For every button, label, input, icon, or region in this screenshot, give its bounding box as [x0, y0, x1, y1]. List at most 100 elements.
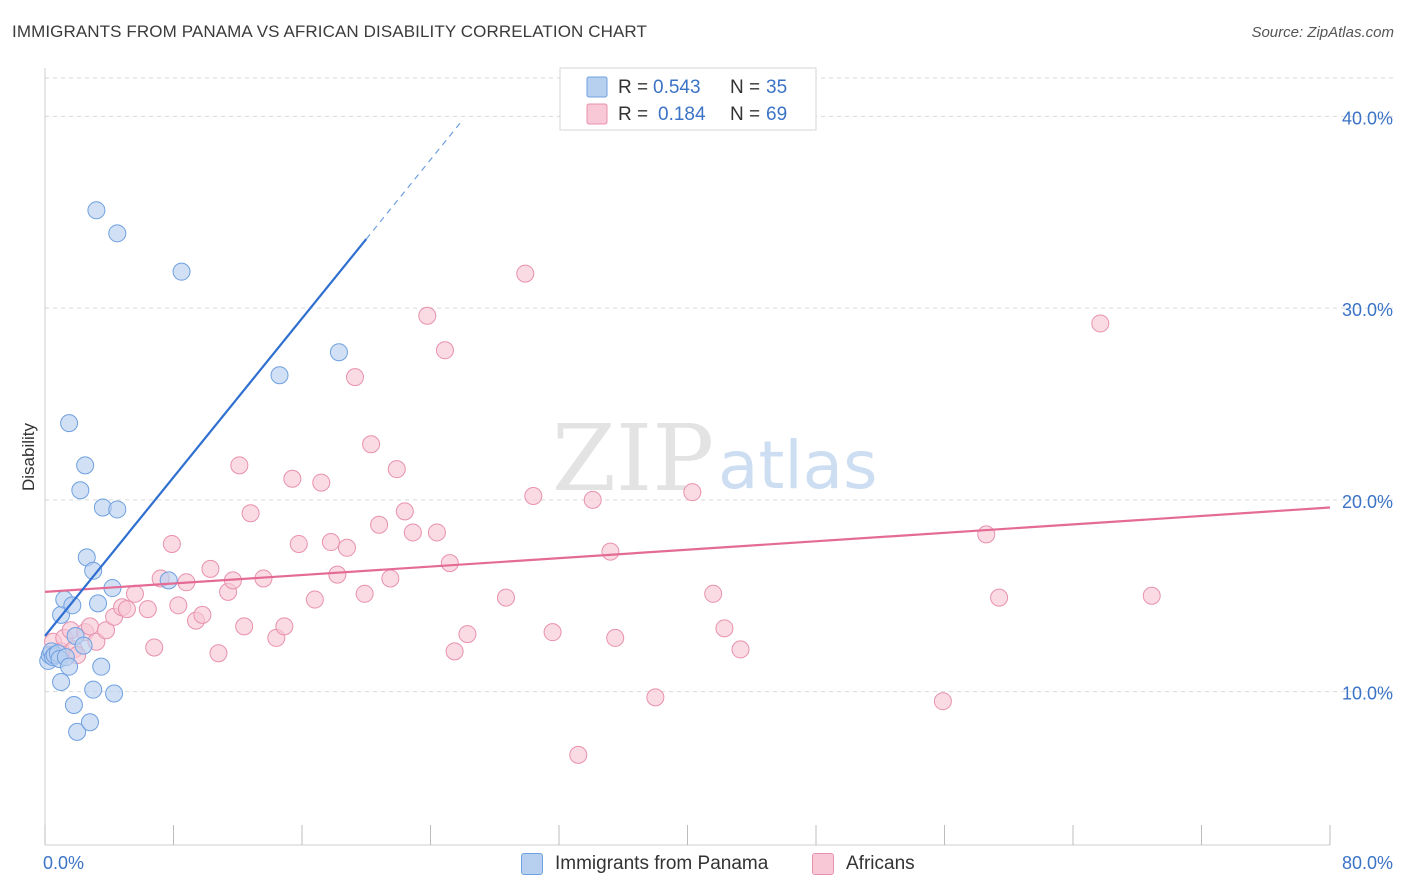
- panama-point: [84, 561, 103, 580]
- africans-point: [230, 456, 249, 475]
- y-tick-label: 30.0%: [1342, 300, 1393, 320]
- africans-point: [80, 617, 99, 636]
- watermark-atlas: atlas: [718, 427, 878, 504]
- africans-point: [403, 523, 422, 542]
- legend-item-panama[interactable]: Immigrants from Panama: [521, 851, 768, 877]
- africans-point: [440, 554, 459, 573]
- x-tick-label-max: 80.0%: [1342, 853, 1393, 873]
- trend-lines: [44, 119, 1331, 637]
- panama-points: [39, 201, 348, 741]
- axes: [44, 68, 1331, 846]
- africans-points: [44, 264, 1161, 764]
- panama-point: [60, 657, 79, 676]
- africans-trend-line: [44, 506, 1331, 593]
- africans-point: [977, 525, 996, 544]
- africans-point: [1091, 314, 1110, 333]
- panama-point: [76, 456, 95, 475]
- africans-point: [606, 628, 625, 647]
- legend-label-africans: Africans: [846, 853, 915, 874]
- africans-point: [427, 523, 446, 542]
- africans-point: [569, 745, 588, 764]
- africans-point: [275, 617, 294, 636]
- africans-point: [209, 644, 228, 663]
- africans-point: [362, 435, 381, 454]
- africans-point: [516, 264, 535, 283]
- panama-point: [64, 696, 83, 715]
- legend-r-value-blue: 0.543: [653, 77, 701, 98]
- watermark: ZIP atlas: [552, 405, 878, 512]
- panama-point: [74, 636, 93, 655]
- africans-point: [395, 502, 414, 521]
- legend-swatch-blue: [586, 76, 608, 98]
- legend-swatch-africans: [812, 853, 834, 875]
- panama-point: [60, 414, 79, 433]
- y-axis-label: Disability: [19, 422, 38, 491]
- africans-point: [162, 534, 181, 553]
- africans-point: [418, 306, 437, 325]
- africans-point: [990, 588, 1009, 607]
- africans-point: [355, 584, 374, 603]
- africans-point: [117, 600, 136, 619]
- panama-point: [105, 684, 124, 703]
- panama-point: [68, 722, 87, 741]
- x-tick-label-min: 0.0%: [43, 853, 84, 873]
- panama-point: [329, 343, 348, 362]
- legend-n-label-blue: N =: [730, 77, 760, 98]
- africans-point: [381, 569, 400, 588]
- africans-point: [715, 619, 734, 638]
- legend-label-panama: Immigrants from Panama: [555, 853, 769, 874]
- panama-point: [159, 571, 178, 590]
- africans-point: [201, 559, 220, 578]
- panama-trend-extension: [365, 119, 464, 240]
- africans-point: [289, 534, 308, 553]
- legend-n-value-blue: 35: [766, 77, 787, 98]
- panama-point: [71, 481, 90, 500]
- africans-point: [125, 584, 144, 603]
- panama-point: [52, 673, 71, 692]
- panama-point: [63, 596, 82, 615]
- chart-title: IMMIGRANTS FROM PANAMA VS AFRICAN DISABI…: [12, 22, 647, 41]
- africans-point: [337, 538, 356, 557]
- panama-point: [80, 713, 99, 732]
- legend-r-label-pink: R =: [618, 104, 648, 125]
- africans-point: [683, 483, 702, 502]
- africans-point: [312, 473, 331, 492]
- legend-n-value-pink: 69: [766, 104, 787, 125]
- legend-swatch-panama: [521, 853, 543, 875]
- africans-point: [646, 688, 665, 707]
- africans-point: [193, 605, 212, 624]
- africans-point: [704, 584, 723, 603]
- africans-point: [346, 368, 365, 387]
- africans-point: [731, 640, 750, 659]
- africans-point: [321, 533, 340, 552]
- legend-item-africans[interactable]: Africans: [812, 851, 915, 877]
- legend-box: R = 0.543 N = 35 R = 0.184 N = 69: [559, 67, 817, 131]
- panama-point: [92, 657, 111, 676]
- legend-swatch-pink: [586, 103, 608, 125]
- panama-point: [108, 224, 127, 243]
- africans-point: [458, 625, 477, 644]
- africans-point: [601, 542, 620, 561]
- tick-labels: 10.0% 20.0% 30.0% 40.0% 0.0% 80.0%: [43, 108, 1393, 873]
- panama-point: [270, 366, 289, 385]
- africans-point: [496, 588, 515, 607]
- y-tick-label: 40.0%: [1342, 108, 1393, 128]
- legend-r-value-pink: 0.184: [658, 104, 706, 125]
- africans-point: [145, 638, 164, 657]
- legend-n-label-pink: N =: [730, 104, 760, 125]
- africans-point: [387, 460, 406, 479]
- panama-point: [172, 262, 191, 281]
- africans-point: [1142, 586, 1161, 605]
- africans-point: [305, 590, 324, 609]
- africans-point: [283, 469, 302, 488]
- africans-point: [583, 490, 602, 509]
- africans-point: [328, 565, 347, 584]
- africans-point: [524, 487, 543, 506]
- panama-point: [84, 680, 103, 699]
- africans-point: [138, 600, 157, 619]
- panama-point: [89, 594, 108, 613]
- africans-point: [933, 692, 952, 711]
- panama-trend-line: [44, 238, 368, 637]
- africans-point: [435, 341, 454, 360]
